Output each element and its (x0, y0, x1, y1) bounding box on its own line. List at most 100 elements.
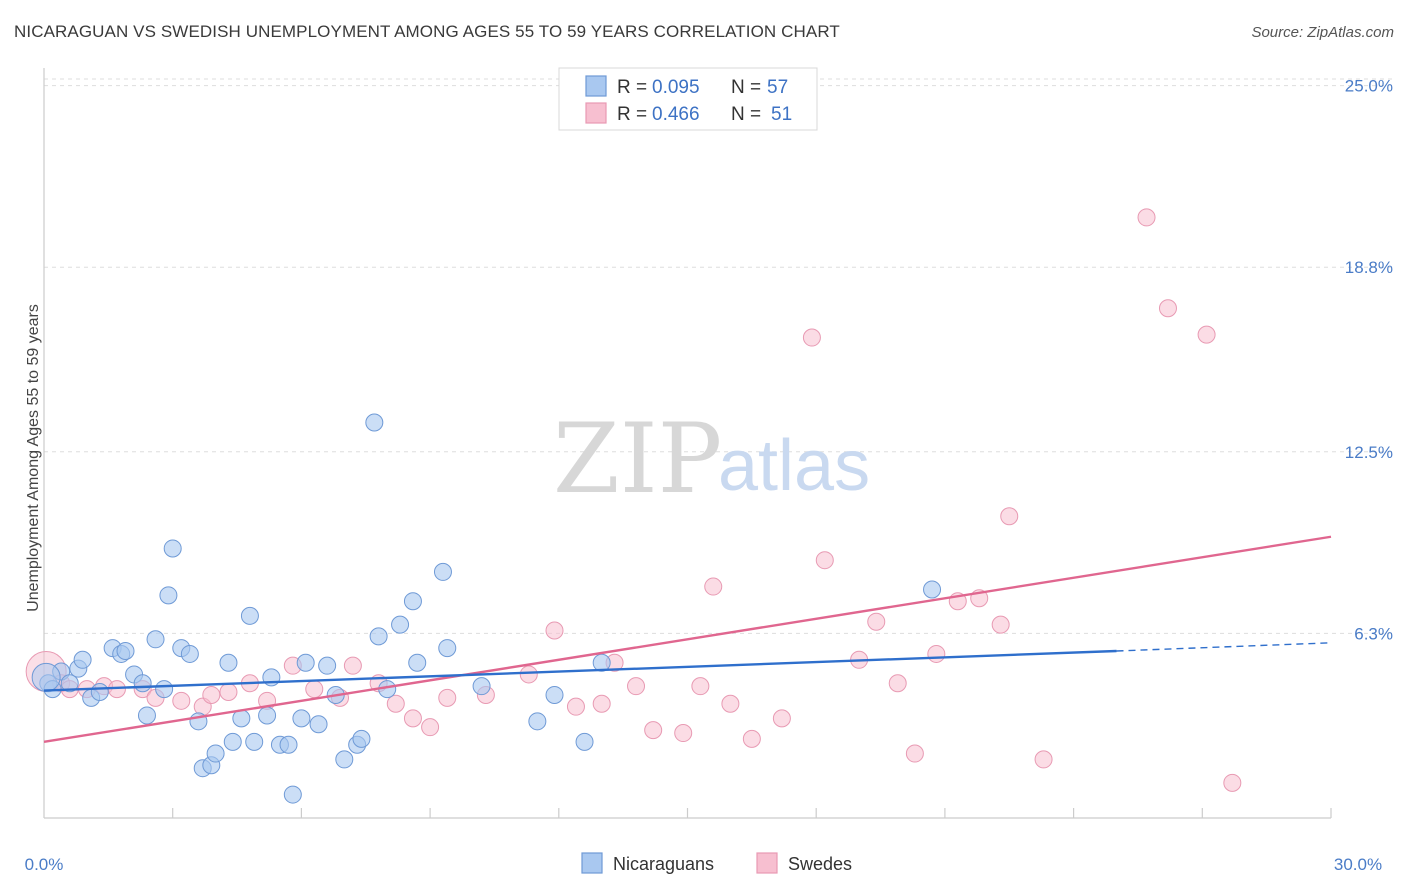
legend-r-value-nicaraguans: 0.095 (652, 77, 700, 98)
nicaraguans-point (73, 650, 92, 669)
swedes-point (1158, 299, 1177, 318)
nicaraguans-point (292, 709, 311, 728)
nicaraguans-point (159, 586, 178, 605)
swedes-point (627, 677, 646, 696)
nicaraguans-point (365, 413, 384, 432)
nicaraguans-point (116, 642, 135, 661)
nicaraguans-point (163, 539, 182, 558)
gridlines (44, 78, 1394, 634)
swedes-point (519, 665, 538, 684)
watermark-zip: ZIP (553, 403, 722, 515)
series-legend: Nicaraguans Swedes (581, 852, 852, 874)
nicaraguans-point (245, 732, 264, 751)
swedes-point (1034, 750, 1053, 769)
nicaraguans-point (528, 712, 547, 731)
nicaraguans-point (309, 715, 328, 734)
legend-n-label-nicaraguans: N = (731, 77, 761, 98)
nicaraguans-point (545, 685, 564, 704)
nicaraguans-point (318, 656, 337, 675)
series-legend-swatch-nicaraguans (581, 852, 603, 874)
nicaraguans-point (90, 683, 109, 702)
legend-swatch-swedes (585, 102, 607, 124)
y-tick-label-0: 25.0% (1345, 77, 1393, 96)
swedes-point (566, 697, 585, 716)
nicaraguans-point (137, 706, 156, 725)
swedes-point (704, 577, 723, 596)
x-tick-label-min: 0.0% (25, 855, 64, 874)
x-axis-ticks (172, 808, 1332, 818)
swedes-point (305, 680, 324, 699)
swedes-point (1000, 507, 1019, 526)
nicaraguans-trend-extension (1116, 642, 1332, 652)
y-axis-title: Unemployment Among Ages 55 to 59 years (25, 304, 42, 612)
watermark: ZIP atlas (553, 403, 870, 515)
swedes-point (343, 656, 362, 675)
nicaraguans-point (258, 706, 277, 725)
series-legend-swatch-swedes (756, 852, 778, 874)
swedes-trend-line (43, 535, 1332, 744)
swedes-point (927, 644, 946, 663)
legend-n-value-swedes: 51 (771, 104, 792, 125)
y-axis-tick-labels: 25.0% 18.8% 12.5% 6.3% (1345, 77, 1393, 644)
swedes-point (644, 721, 663, 740)
swedes-point (772, 709, 791, 728)
nicaraguans-point (352, 729, 371, 748)
x-axis-tick-labels: 0.0% 30.0% (25, 855, 1382, 874)
watermark-atlas: atlas (718, 426, 870, 506)
nicaraguans-point (279, 735, 298, 754)
y-tick-label-3: 6.3% (1354, 624, 1393, 643)
x-tick-label-max: 30.0% (1334, 855, 1382, 874)
nicaraguans-point (133, 674, 152, 693)
swedes-point (691, 677, 710, 696)
swedes-point (742, 729, 761, 748)
swedes-point (421, 718, 440, 737)
swedes-point (802, 328, 821, 347)
legend-n-label-swedes: N = (731, 104, 761, 125)
swedes-point (202, 685, 221, 704)
swedes-point (1137, 208, 1156, 227)
swedes-point (438, 688, 457, 707)
nicaraguans-point (180, 644, 199, 663)
nicaraguans-point (433, 562, 452, 581)
swedes-point (905, 744, 924, 763)
source-credit: Source: ZipAtlas.com (1251, 24, 1394, 41)
series-legend-label-nicaraguans: Nicaraguans (613, 854, 714, 874)
nicaraguans-point (223, 732, 242, 751)
swedes-point (592, 694, 611, 713)
legend-r-label-nicaraguans: R = (617, 77, 647, 98)
swedes-point (1197, 325, 1216, 344)
nicaraguans-point (592, 653, 611, 672)
series-legend-label-swedes: Swedes (788, 854, 852, 874)
legend-swatch-nicaraguans (585, 75, 607, 97)
nicaraguans-point (403, 592, 422, 611)
nicaraguans-point (923, 580, 942, 599)
swedes-points (25, 208, 1242, 792)
nicaraguans-point (472, 677, 491, 696)
nicaraguans-point (335, 750, 354, 769)
nicaraguans-point (283, 785, 302, 804)
swedes-point (867, 612, 886, 631)
nicaraguans-points (31, 413, 942, 804)
nicaraguans-trend-line (43, 649, 1117, 692)
nicaraguans-point (296, 653, 315, 672)
swedes-point (172, 691, 191, 710)
nicaraguans-point (391, 615, 410, 634)
nicaraguans-point (369, 627, 388, 646)
nicaraguans-point (146, 630, 165, 649)
legend-n-value-nicaraguans: 57 (767, 77, 788, 98)
swedes-point (1223, 773, 1242, 792)
y-tick-label-1: 18.8% (1345, 258, 1393, 277)
nicaraguans-point (408, 653, 427, 672)
legend-r-label-swedes: R = (617, 104, 647, 125)
nicaraguans-point (219, 653, 238, 672)
swedes-point (219, 683, 238, 702)
swedes-point (403, 709, 422, 728)
nicaraguans-point (438, 639, 457, 658)
swedes-point (888, 674, 907, 693)
nicaraguans-point (31, 662, 61, 692)
swedes-point (386, 694, 405, 713)
nicaraguans-point (575, 732, 594, 751)
legend-r-value-swedes: 0.466 (652, 104, 700, 125)
nicaraguans-point (206, 744, 225, 763)
